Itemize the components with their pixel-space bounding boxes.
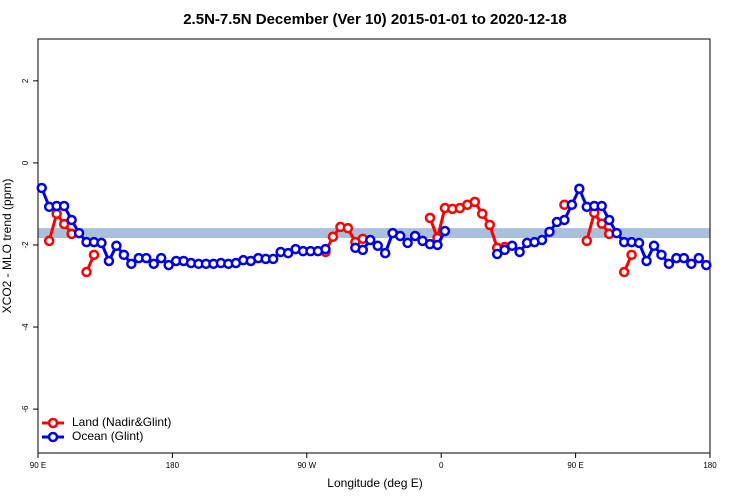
legend-label: Ocean (Glint): [72, 429, 143, 443]
point: [379, 247, 391, 259]
point: [574, 183, 585, 195]
point: [320, 243, 331, 255]
point: [514, 246, 525, 258]
point: [163, 259, 174, 271]
x-tick-label: 180: [703, 461, 717, 470]
point: [536, 234, 548, 246]
point: [701, 259, 712, 271]
point: [155, 252, 167, 264]
point: [372, 240, 383, 252]
band: [38, 228, 710, 238]
point: [118, 249, 130, 261]
point: [693, 252, 705, 264]
y-tick-label: -4: [21, 323, 30, 331]
series-line: [40, 185, 708, 267]
point: [365, 234, 376, 246]
x-tick-label: 180: [166, 461, 180, 470]
point: [581, 235, 593, 247]
point: [126, 258, 137, 270]
point: [648, 240, 660, 252]
point: [424, 212, 436, 224]
chart-title: 2.5N-7.5N December (Ver 10) 2015-01-01 t…: [183, 11, 567, 28]
point: [566, 199, 578, 211]
point: [342, 222, 354, 234]
point: [484, 219, 495, 231]
point: [267, 253, 279, 265]
point: [611, 227, 622, 239]
point: [686, 258, 697, 270]
x-tick-label: 90 W: [297, 461, 316, 470]
point: [618, 266, 630, 278]
point: [88, 249, 100, 261]
point: [58, 200, 70, 212]
point: [327, 231, 339, 243]
legend-marker: [47, 431, 59, 443]
x-tick-label: 90 E: [30, 461, 46, 470]
legend-marker: [47, 417, 59, 429]
point: [633, 237, 645, 249]
point: [544, 226, 555, 238]
y-tick-label: 0: [21, 160, 30, 165]
point: [96, 237, 107, 249]
point: [626, 249, 637, 261]
point: [641, 255, 652, 267]
point: [491, 248, 503, 260]
point: [58, 218, 70, 230]
point: [678, 252, 690, 264]
point: [43, 235, 55, 247]
point: [439, 225, 451, 237]
point: [282, 247, 294, 259]
point: [656, 249, 667, 261]
point: [73, 227, 85, 239]
point: [477, 208, 488, 220]
point: [402, 237, 413, 249]
point: [141, 252, 152, 264]
legend-label: Land (Nadir&Glint): [72, 415, 171, 429]
point: [103, 255, 115, 267]
x-tick-label: 90 E: [567, 461, 583, 470]
point: [111, 240, 122, 252]
plot-frame: [37, 38, 711, 454]
point: [409, 230, 421, 242]
y-tick-label: 2: [21, 78, 30, 83]
point: [432, 239, 443, 251]
point: [81, 266, 92, 278]
point: [663, 258, 675, 270]
y-axis-label: XCO2 - MLO trend (ppm): [0, 179, 14, 314]
point: [559, 214, 570, 226]
point: [394, 230, 406, 242]
point: [596, 200, 607, 212]
point: [36, 182, 47, 194]
x-tick-label: 0: [439, 461, 444, 470]
point: [357, 244, 369, 256]
point: [603, 214, 615, 226]
point: [469, 196, 481, 208]
y-tick-label: -6: [21, 405, 30, 413]
point: [499, 244, 510, 256]
y-tick-label: -2: [21, 241, 30, 249]
x-axis-label: Longitude (deg E): [327, 476, 422, 490]
point: [506, 240, 518, 252]
point: [66, 214, 77, 226]
point: [148, 258, 159, 270]
